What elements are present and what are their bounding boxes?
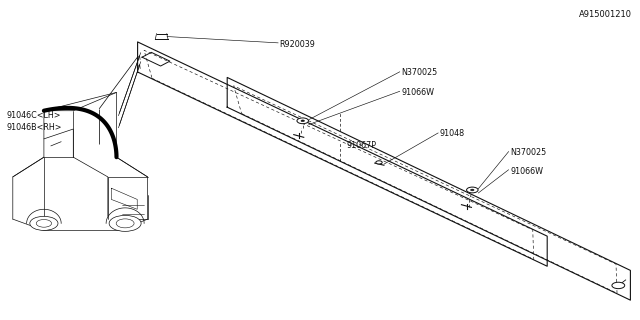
- Text: A915001210: A915001210: [579, 10, 632, 19]
- Text: N370025: N370025: [510, 148, 547, 157]
- Circle shape: [376, 161, 382, 164]
- Circle shape: [36, 220, 52, 227]
- Circle shape: [612, 282, 625, 289]
- Text: 91066W: 91066W: [401, 88, 435, 97]
- Circle shape: [116, 219, 134, 228]
- Circle shape: [109, 215, 141, 231]
- Text: R920039: R920039: [280, 40, 316, 49]
- Text: 91067P: 91067P: [346, 141, 376, 150]
- Circle shape: [30, 216, 58, 230]
- Circle shape: [467, 187, 478, 193]
- Text: 91066W: 91066W: [510, 167, 543, 176]
- Text: N370025: N370025: [401, 68, 438, 77]
- Circle shape: [301, 120, 305, 122]
- Text: 91048: 91048: [440, 129, 465, 138]
- Text: 91046B<RH>: 91046B<RH>: [6, 124, 62, 132]
- Circle shape: [470, 189, 474, 191]
- Circle shape: [297, 118, 308, 124]
- Text: 91046C<LH>: 91046C<LH>: [6, 111, 61, 120]
